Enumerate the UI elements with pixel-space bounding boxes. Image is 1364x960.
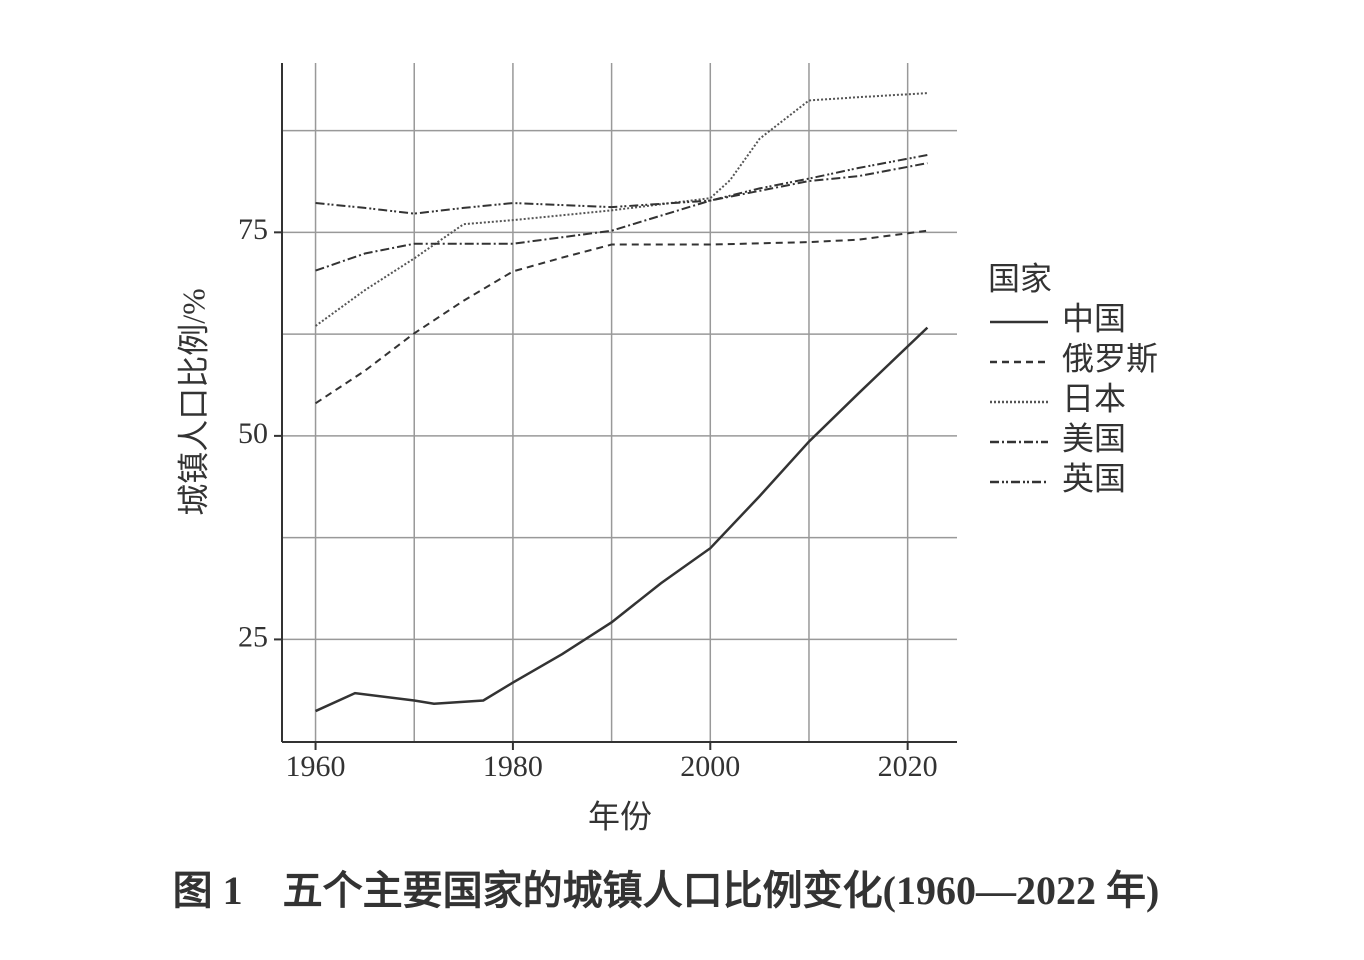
x-tick-label: 2020 bbox=[878, 750, 938, 783]
data-line bbox=[315, 154, 928, 215]
caption: 图 1 五个主要国家的城镇人口比例变化(1960—2022 年) bbox=[173, 868, 1160, 913]
x-tick-label: 2000 bbox=[680, 750, 740, 783]
y-tick-label: 50 bbox=[238, 417, 268, 450]
x-axis-label: 年份 bbox=[588, 798, 652, 834]
legend-title: 国家 bbox=[988, 260, 1052, 296]
x-tick-label: 1960 bbox=[286, 750, 346, 783]
legend-label: 日本 bbox=[1062, 380, 1126, 416]
data-line bbox=[315, 229, 928, 405]
data-line bbox=[315, 162, 928, 272]
legend-label: 中国 bbox=[1062, 300, 1126, 336]
legend-label: 俄罗斯 bbox=[1062, 340, 1158, 376]
legend-label: 英国 bbox=[1062, 460, 1126, 496]
y-tick-label: 75 bbox=[238, 213, 268, 246]
data-line bbox=[315, 326, 929, 713]
data-line bbox=[314, 92, 928, 327]
x-tick-label: 1980 bbox=[483, 750, 543, 783]
legend-label: 美国 bbox=[1062, 420, 1126, 456]
y-tick-label: 25 bbox=[238, 620, 268, 653]
y-axis-label: 城镇人口比例/% bbox=[175, 288, 211, 516]
